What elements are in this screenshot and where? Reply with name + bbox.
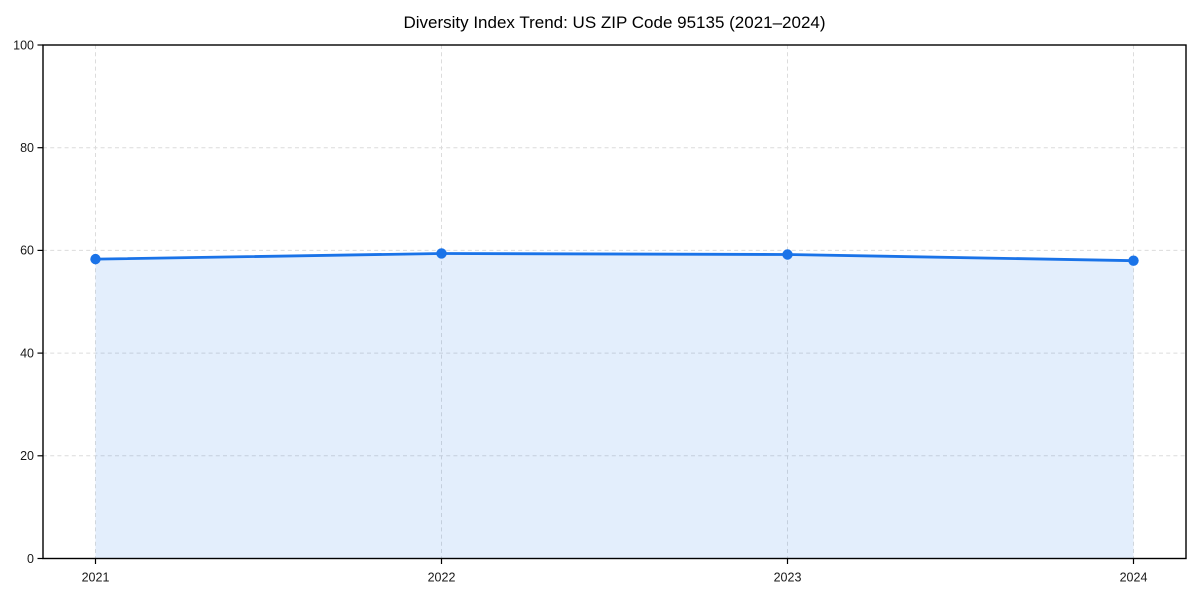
x-axis-tick-label: 2021 bbox=[82, 571, 110, 585]
chart-title: Diversity Index Trend: US ZIP Code 95135… bbox=[403, 13, 826, 32]
y-axis-tick-label: 80 bbox=[20, 141, 34, 155]
data-point-marker bbox=[90, 253, 101, 265]
x-axis-tick-label: 2023 bbox=[774, 571, 802, 585]
plot-border bbox=[42, 44, 1187, 560]
data-point-marker bbox=[782, 249, 793, 260]
y-axis-tick-label: 20 bbox=[20, 449, 34, 463]
y-axis-tick-label: 100 bbox=[13, 38, 34, 52]
y-axis-tick-label: 40 bbox=[20, 346, 34, 360]
area-fill bbox=[95, 253, 1134, 559]
x-axis-tick-label: 2022 bbox=[428, 571, 456, 585]
y-axis-tick-label: 0 bbox=[27, 552, 34, 566]
data-point-marker bbox=[1128, 255, 1139, 266]
x-axis-tick-label: 2024 bbox=[1120, 571, 1148, 585]
data-point-marker bbox=[436, 248, 447, 259]
y-axis-tick-label: 60 bbox=[20, 244, 34, 258]
trend-line bbox=[94, 252, 1135, 263]
